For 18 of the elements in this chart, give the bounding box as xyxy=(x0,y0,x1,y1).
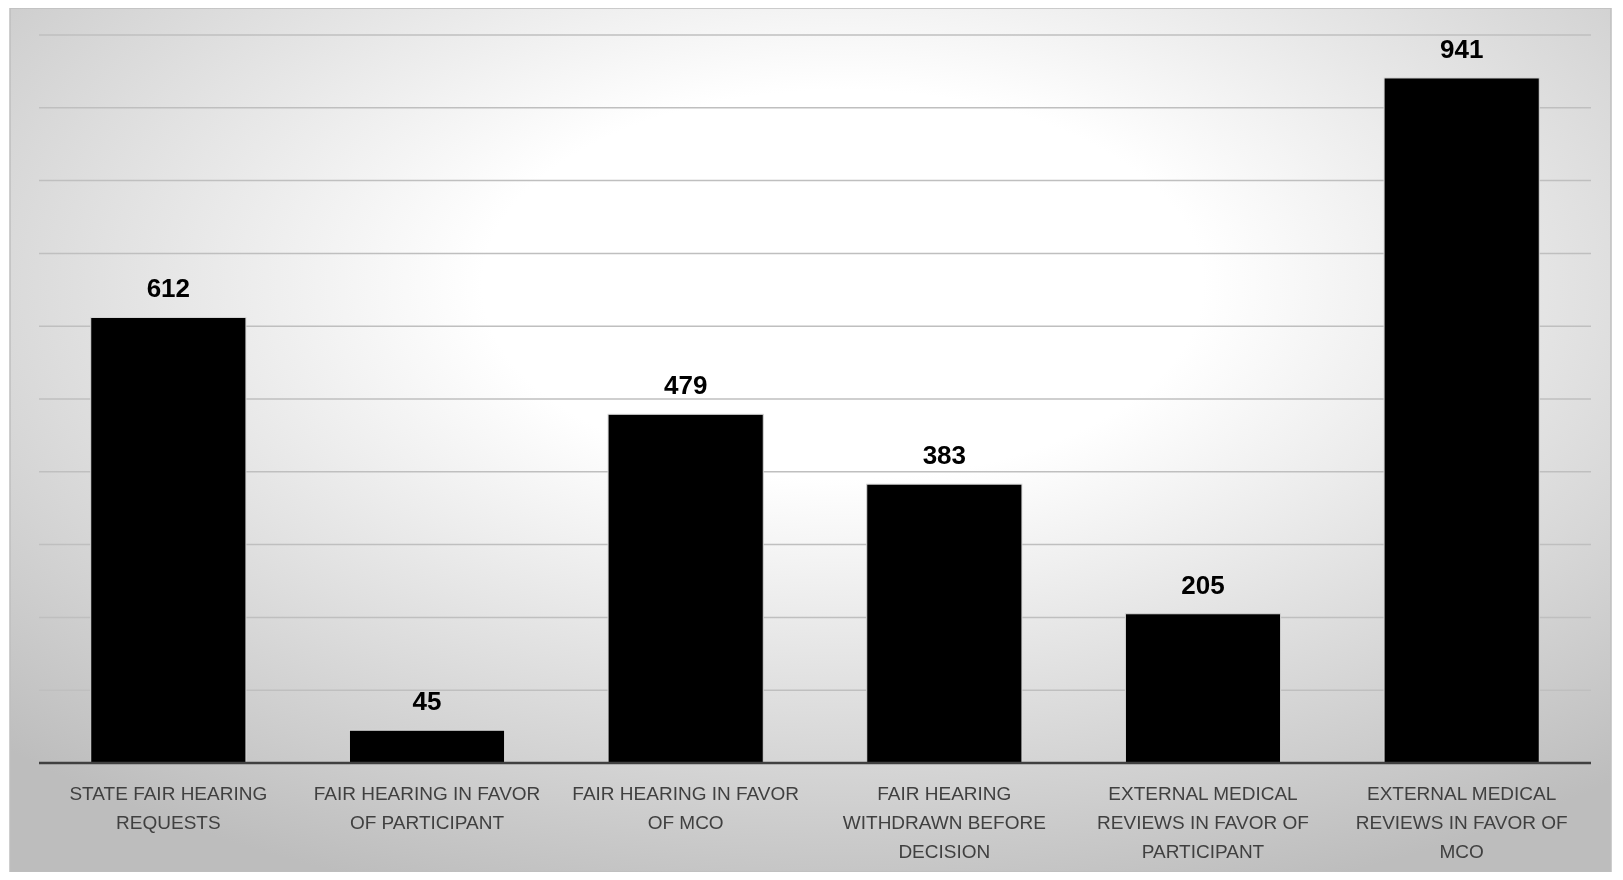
bar xyxy=(1124,613,1282,764)
x-tick-label: FAIR HEARING IN FAVOR OF MCO xyxy=(572,783,799,833)
x-tick-label: FAIR HEARING IN FAVOR OF PARTICIPANT xyxy=(313,783,541,833)
bar xyxy=(90,316,247,764)
data-label: 383 xyxy=(922,440,967,471)
bar xyxy=(866,483,1023,764)
x-tick-label: FAIR HEARING WITHDRAWN BEFORE DECISION xyxy=(842,783,1046,862)
x-tick-label: EXTERNAL MEDICAL REVIEWS IN FAVOR OF MCO xyxy=(1355,783,1568,862)
bar xyxy=(348,729,506,764)
data-label: 45 xyxy=(412,686,442,717)
data-label: 612 xyxy=(146,273,191,304)
data-label: 479 xyxy=(663,370,708,401)
data-label: 205 xyxy=(1181,569,1225,600)
bar xyxy=(607,413,764,764)
data-label: 941 xyxy=(1439,33,1484,64)
bar xyxy=(1383,77,1540,764)
x-tick-label: EXTERNAL MEDICAL REVIEWS IN FAVOR OF PARTICIPANT xyxy=(1097,783,1309,862)
x-tick-label: STATE FAIR HEARING REQUESTS xyxy=(69,783,268,833)
